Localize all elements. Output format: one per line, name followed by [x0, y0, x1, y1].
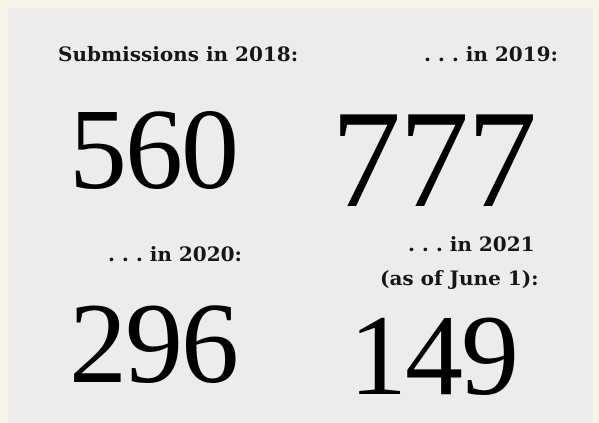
stat-label-2021-line2: (as of June 1):: [380, 266, 539, 290]
stat-label-2021-line1: . . . in 2021: [408, 232, 535, 256]
stat-label-2020: . . . in 2020:: [108, 242, 242, 266]
stat-label-2019: . . . in 2019:: [424, 42, 558, 66]
stat-value-2019: 777: [331, 82, 537, 237]
stat-value-2018: 560: [69, 86, 239, 214]
stats-panel: Submissions in 2018: 560 . . . in 2019: …: [8, 8, 593, 423]
stat-value-2020: 296: [69, 280, 239, 408]
stat-value-2021: 149: [349, 292, 519, 420]
stat-label-2018: Submissions in 2018:: [58, 42, 299, 66]
